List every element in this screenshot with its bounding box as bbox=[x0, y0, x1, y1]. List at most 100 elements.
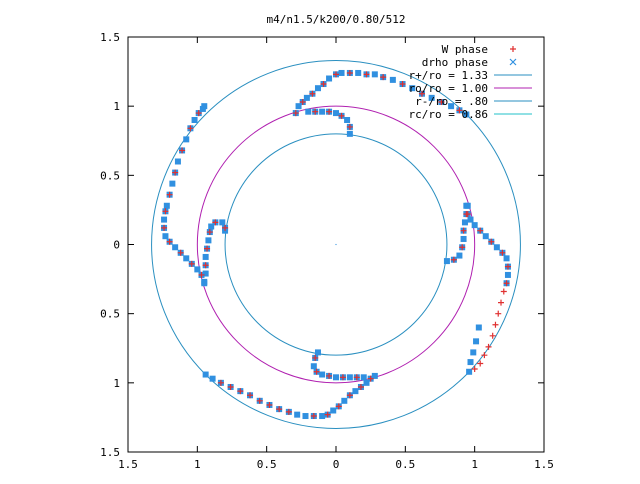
drho-point bbox=[169, 180, 176, 187]
w-point bbox=[339, 374, 346, 381]
w-point bbox=[222, 224, 229, 231]
w-point bbox=[481, 352, 488, 359]
w-point bbox=[418, 90, 425, 97]
legend-label: drho phase bbox=[422, 56, 488, 69]
drho-point bbox=[464, 202, 471, 209]
w-point bbox=[198, 271, 205, 278]
w-point bbox=[320, 81, 327, 88]
data-series bbox=[161, 69, 511, 420]
drho-point bbox=[183, 136, 190, 143]
drho-point bbox=[341, 397, 348, 404]
x-tick-label: 1 bbox=[194, 458, 201, 471]
y-tick-label: 1.5 bbox=[100, 31, 120, 44]
drho-point bbox=[219, 219, 226, 226]
w-point bbox=[399, 81, 406, 88]
w-point bbox=[217, 379, 224, 386]
w-point bbox=[313, 368, 320, 375]
w-point bbox=[266, 401, 273, 408]
w-point bbox=[499, 249, 506, 256]
drho-point bbox=[344, 117, 351, 123]
w-point bbox=[500, 288, 507, 295]
w-point bbox=[206, 229, 213, 236]
w-point bbox=[485, 343, 492, 350]
legend-label: W phase bbox=[442, 43, 488, 56]
drho-point bbox=[319, 413, 326, 420]
w-point bbox=[179, 147, 186, 154]
legend-label: rc/ro = 0.86 bbox=[409, 108, 488, 121]
x-tick-label: 1.5 bbox=[118, 458, 138, 471]
y-tick-label: 0.5 bbox=[100, 169, 120, 182]
w-point bbox=[177, 249, 184, 256]
drho-point bbox=[319, 108, 326, 115]
x-tick-label: 1.5 bbox=[534, 458, 554, 471]
drho-point bbox=[314, 349, 321, 356]
w-point bbox=[292, 110, 299, 117]
w-point bbox=[166, 238, 173, 245]
reference-circles bbox=[151, 60, 521, 429]
drho-point bbox=[504, 271, 511, 278]
drho-point bbox=[363, 379, 370, 386]
drho-point bbox=[162, 233, 169, 240]
drho-point bbox=[409, 85, 416, 92]
legend-label: r+/ro = 1.33 bbox=[409, 69, 488, 82]
drho-point bbox=[346, 374, 353, 381]
w-point bbox=[488, 238, 495, 245]
drho-point bbox=[456, 252, 463, 259]
drho-point bbox=[303, 94, 310, 101]
w-point bbox=[503, 280, 510, 287]
w-point bbox=[338, 112, 345, 119]
drho-point bbox=[461, 219, 468, 226]
drho-point bbox=[326, 75, 333, 82]
w-point bbox=[161, 224, 168, 231]
drho-point bbox=[319, 371, 326, 378]
drho-point bbox=[205, 237, 212, 244]
drho-point bbox=[201, 278, 208, 285]
w-point bbox=[450, 256, 457, 263]
w-point bbox=[346, 69, 353, 76]
x-tick-label: 0.5 bbox=[257, 458, 277, 471]
drho-point bbox=[208, 223, 215, 230]
chart-title: m4/n1.5/k200/0.80/512 bbox=[266, 13, 405, 26]
w-point bbox=[333, 71, 339, 78]
w-point bbox=[495, 310, 502, 317]
w-point bbox=[324, 411, 331, 418]
drho-point bbox=[172, 244, 179, 251]
w-point bbox=[353, 374, 360, 381]
drho-point bbox=[470, 349, 477, 356]
drho-point bbox=[310, 363, 317, 370]
drho-point bbox=[330, 407, 337, 414]
drho-point bbox=[473, 338, 480, 345]
w-point bbox=[195, 110, 202, 117]
w-point bbox=[326, 372, 333, 379]
w-point bbox=[363, 71, 370, 78]
w-point bbox=[380, 74, 387, 81]
y-tick-label: 1 bbox=[113, 377, 120, 390]
w-point bbox=[247, 392, 254, 399]
drho-point bbox=[428, 94, 435, 101]
drho-point bbox=[183, 255, 190, 262]
drho-point bbox=[346, 130, 353, 137]
x-tick-label: 0.5 bbox=[395, 458, 415, 471]
drho-point bbox=[352, 388, 359, 395]
w-point bbox=[438, 99, 445, 106]
w-point bbox=[202, 262, 209, 269]
drho-point bbox=[202, 371, 209, 378]
drho-point bbox=[389, 76, 396, 83]
drho-point bbox=[466, 368, 473, 375]
drho-point bbox=[467, 216, 474, 223]
w-point bbox=[204, 245, 211, 252]
drho-point bbox=[503, 255, 510, 262]
drho-point bbox=[294, 411, 301, 418]
w-point bbox=[504, 263, 511, 270]
drho-point bbox=[493, 244, 500, 251]
w-point bbox=[460, 227, 467, 234]
drho-point bbox=[371, 372, 378, 379]
drho-point bbox=[201, 103, 208, 110]
w-point bbox=[456, 107, 463, 114]
drho-point bbox=[295, 103, 302, 110]
w-point bbox=[498, 299, 505, 306]
w-point bbox=[310, 413, 317, 420]
w-point bbox=[166, 191, 173, 198]
